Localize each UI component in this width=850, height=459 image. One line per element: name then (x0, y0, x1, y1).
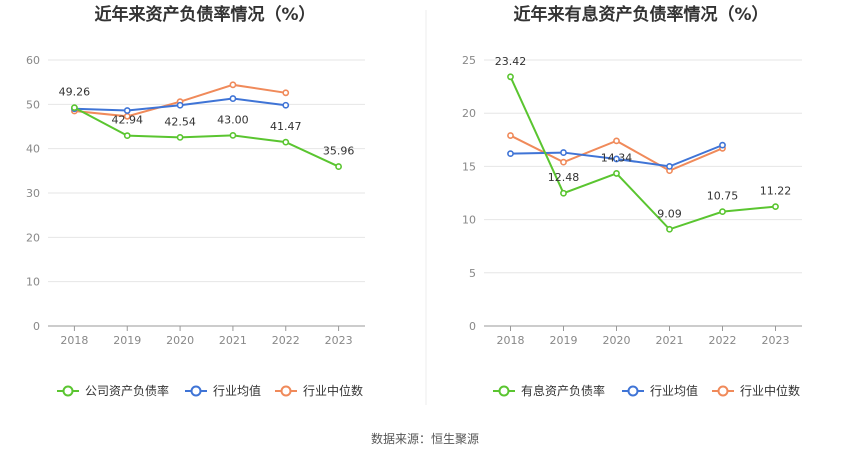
x-tick-label: 2020 (603, 334, 631, 347)
legend-swatch-marker (280, 385, 292, 397)
y-tick-label: 30 (26, 187, 40, 200)
y-tick-label: 0 (33, 320, 40, 333)
y-tick-label: 20 (26, 231, 40, 244)
data-point (666, 225, 673, 233)
x-tick-label: 2021 (219, 334, 247, 347)
legend-label: 行业均值 (650, 383, 698, 398)
legend-label: 有息资产负债率 (521, 383, 605, 398)
data-point (282, 138, 290, 146)
y-tick-label: 50 (26, 98, 40, 111)
y-tick-label: 15 (462, 160, 476, 173)
y-tick-label: 10 (462, 214, 476, 227)
series-line-0 (509, 76, 776, 231)
data-label: 42.54 (164, 115, 196, 128)
x-tick-label: 2023 (325, 334, 353, 347)
data-point (507, 132, 514, 139)
data-point (772, 203, 779, 211)
data-point (71, 104, 78, 112)
data-point (282, 89, 290, 97)
y-tick-label: 20 (462, 107, 476, 120)
legend-swatch-marker (627, 385, 639, 397)
x-tick-label: 2020 (166, 334, 194, 347)
data-point (560, 189, 567, 197)
x-tick-label: 2018 (60, 334, 88, 347)
data-label: 12.48 (548, 171, 580, 184)
data-label: 42.94 (112, 114, 144, 127)
y-tick-label: 5 (469, 267, 476, 280)
x-tick-label: 2023 (762, 334, 790, 347)
x-tick-label: 2018 (497, 334, 525, 347)
data-point (507, 150, 514, 158)
data-label: 9.09 (657, 207, 682, 220)
data-label: 11.22 (760, 185, 792, 198)
legend-swatch-marker (190, 385, 202, 397)
x-tick-label: 2022 (272, 334, 300, 347)
data-point (613, 155, 620, 163)
source-note: 数据来源：恒生聚源 (371, 431, 479, 446)
x-tick-label: 2019 (550, 334, 578, 347)
data-point (613, 170, 620, 177)
legend-label: 行业均值 (213, 383, 261, 398)
legend-label: 公司资产负债率 (85, 383, 169, 398)
data-point (229, 81, 237, 89)
data-point (123, 107, 131, 114)
data-label: 14.34 (601, 151, 633, 164)
data-point (282, 101, 290, 109)
y-tick-label: 10 (26, 276, 40, 289)
chart-left: 近年来资产负债率情况（%） 0 10 20 30 40 50 60 2018 2019 2020 20… (26, 4, 365, 398)
y-tick-label: 60 (26, 54, 40, 67)
legend-label: 行业中位数 (303, 383, 363, 398)
data-label: 10.75 (707, 190, 739, 203)
data-point (613, 137, 620, 145)
chart-title: 近年来有息资产负债率情况（%） (513, 4, 768, 25)
data-label: 49.26 (59, 86, 91, 99)
y-tick-label: 40 (26, 143, 40, 156)
y-tick-label: 25 (462, 54, 476, 67)
y-tick-label: 0 (469, 320, 476, 333)
legend-swatch-marker (498, 385, 510, 397)
data-label: 43.00 (217, 113, 249, 126)
x-tick-label: 2021 (656, 334, 684, 347)
chart-right: 近年来有息资产负债率情况（%） 0 5 10 15 20 25 2018 2019 2020 202… (462, 4, 802, 398)
data-label: 41.47 (270, 120, 302, 133)
data-point (176, 101, 184, 109)
x-tick-label: 2019 (113, 334, 141, 347)
data-point (229, 95, 237, 102)
data-point (560, 149, 567, 156)
data-point (719, 141, 726, 149)
data-point (229, 131, 237, 139)
chart-title: 近年来资产负债率情况（%） (94, 4, 315, 25)
data-point (560, 158, 567, 166)
data-point (176, 134, 184, 141)
data-point (719, 208, 726, 216)
data-label: 23.42 (495, 55, 527, 68)
data-point (666, 162, 673, 170)
legend-swatch-marker (62, 385, 74, 397)
x-tick-label: 2022 (709, 334, 737, 347)
data-point (123, 132, 131, 140)
legend-label: 行业中位数 (740, 383, 800, 398)
legend-swatch-marker (717, 385, 729, 397)
data-label: 35.96 (323, 145, 355, 158)
data-point (335, 163, 342, 170)
data-point (507, 73, 514, 81)
series-line-0 (73, 106, 340, 168)
